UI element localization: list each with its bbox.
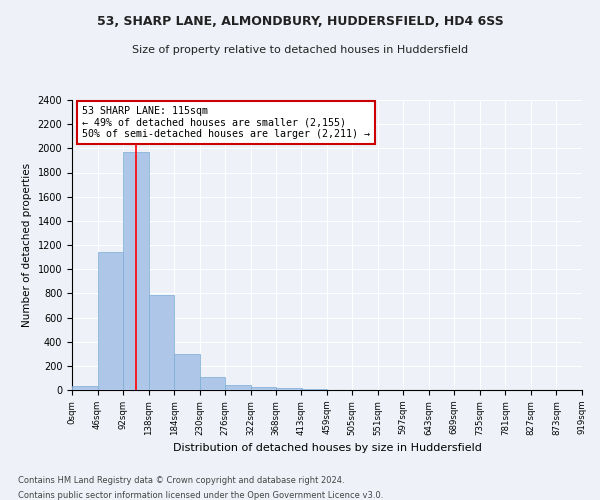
Bar (225, 385, 251, 390)
X-axis label: Distribution of detached houses by size in Huddersfield: Distribution of detached houses by size … (173, 443, 481, 453)
Text: Size of property relative to detached houses in Huddersfield: Size of property relative to detached ho… (132, 45, 468, 55)
Bar (149, 295, 174, 390)
Bar (301, 389, 327, 390)
Text: Contains HM Land Registry data © Crown copyright and database right 2024.: Contains HM Land Registry data © Crown c… (18, 476, 344, 485)
Text: Contains public sector information licensed under the Open Government Licence v3: Contains public sector information licen… (18, 491, 383, 500)
Bar (98, 252, 123, 390)
Bar (72, 386, 98, 390)
Bar (276, 388, 302, 390)
Text: 53 SHARP LANE: 115sqm
← 49% of detached houses are smaller (2,155)
50% of semi-d: 53 SHARP LANE: 115sqm ← 49% of detached … (82, 106, 370, 139)
Bar (200, 378, 225, 390)
Text: 53, SHARP LANE, ALMONDBURY, HUDDERSFIELD, HD4 6SS: 53, SHARP LANE, ALMONDBURY, HUDDERSFIELD… (97, 15, 503, 28)
Bar (123, 152, 149, 390)
Y-axis label: Number of detached properties: Number of detached properties (22, 163, 32, 327)
Bar (251, 386, 276, 390)
Bar (174, 354, 200, 390)
